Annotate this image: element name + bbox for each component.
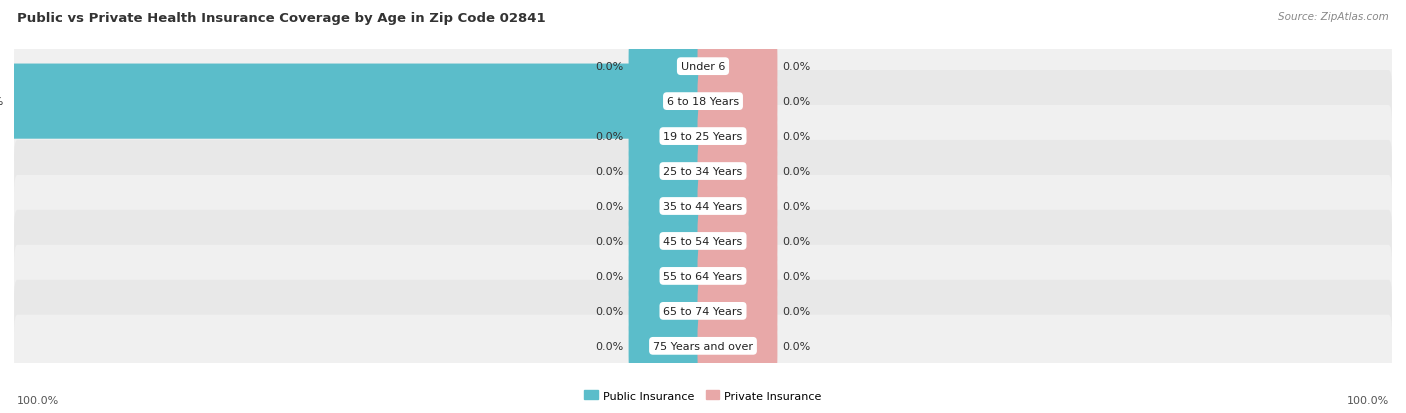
Text: 0.0%: 0.0% — [782, 271, 810, 281]
FancyBboxPatch shape — [628, 274, 709, 349]
FancyBboxPatch shape — [628, 169, 709, 244]
FancyBboxPatch shape — [697, 204, 778, 279]
Text: 35 to 44 Years: 35 to 44 Years — [664, 202, 742, 211]
FancyBboxPatch shape — [14, 245, 1392, 307]
Text: Source: ZipAtlas.com: Source: ZipAtlas.com — [1278, 12, 1389, 22]
Text: 0.0%: 0.0% — [782, 166, 810, 177]
Text: 0.0%: 0.0% — [596, 236, 624, 247]
FancyBboxPatch shape — [628, 239, 709, 314]
Text: 19 to 25 Years: 19 to 25 Years — [664, 132, 742, 142]
FancyBboxPatch shape — [14, 210, 1392, 273]
Text: 0.0%: 0.0% — [596, 166, 624, 177]
Text: 55 to 64 Years: 55 to 64 Years — [664, 271, 742, 281]
Text: 0.0%: 0.0% — [596, 271, 624, 281]
Text: Public vs Private Health Insurance Coverage by Age in Zip Code 02841: Public vs Private Health Insurance Cover… — [17, 12, 546, 25]
Text: 100.0%: 100.0% — [17, 395, 59, 405]
Legend: Public Insurance, Private Insurance: Public Insurance, Private Insurance — [579, 386, 827, 405]
FancyBboxPatch shape — [14, 140, 1392, 203]
Text: 0.0%: 0.0% — [596, 202, 624, 211]
FancyBboxPatch shape — [628, 99, 709, 174]
FancyBboxPatch shape — [628, 309, 709, 384]
FancyBboxPatch shape — [697, 29, 778, 104]
FancyBboxPatch shape — [697, 99, 778, 174]
Text: 0.0%: 0.0% — [782, 132, 810, 142]
Text: 0.0%: 0.0% — [782, 97, 810, 107]
FancyBboxPatch shape — [14, 106, 1392, 168]
Text: 25 to 34 Years: 25 to 34 Years — [664, 166, 742, 177]
FancyBboxPatch shape — [628, 29, 709, 104]
FancyBboxPatch shape — [628, 134, 709, 209]
Text: 0.0%: 0.0% — [782, 306, 810, 316]
Text: 0.0%: 0.0% — [782, 341, 810, 351]
Text: 0.0%: 0.0% — [782, 236, 810, 247]
Text: Under 6: Under 6 — [681, 62, 725, 72]
FancyBboxPatch shape — [697, 64, 778, 139]
FancyBboxPatch shape — [697, 309, 778, 384]
Text: 0.0%: 0.0% — [596, 62, 624, 72]
Text: 0.0%: 0.0% — [596, 306, 624, 316]
Text: 0.0%: 0.0% — [782, 62, 810, 72]
FancyBboxPatch shape — [8, 64, 709, 139]
FancyBboxPatch shape — [697, 274, 778, 349]
Text: 45 to 54 Years: 45 to 54 Years — [664, 236, 742, 247]
Text: 6 to 18 Years: 6 to 18 Years — [666, 97, 740, 107]
Text: 100.0%: 100.0% — [1347, 395, 1389, 405]
FancyBboxPatch shape — [14, 36, 1392, 98]
FancyBboxPatch shape — [14, 71, 1392, 133]
Text: 100.0%: 100.0% — [0, 97, 4, 107]
FancyBboxPatch shape — [14, 176, 1392, 237]
FancyBboxPatch shape — [697, 134, 778, 209]
FancyBboxPatch shape — [14, 280, 1392, 342]
Text: 0.0%: 0.0% — [596, 132, 624, 142]
FancyBboxPatch shape — [697, 239, 778, 314]
FancyBboxPatch shape — [697, 169, 778, 244]
Text: 0.0%: 0.0% — [596, 341, 624, 351]
Text: 75 Years and over: 75 Years and over — [652, 341, 754, 351]
Text: 0.0%: 0.0% — [782, 202, 810, 211]
FancyBboxPatch shape — [14, 315, 1392, 377]
Text: 65 to 74 Years: 65 to 74 Years — [664, 306, 742, 316]
FancyBboxPatch shape — [628, 204, 709, 279]
